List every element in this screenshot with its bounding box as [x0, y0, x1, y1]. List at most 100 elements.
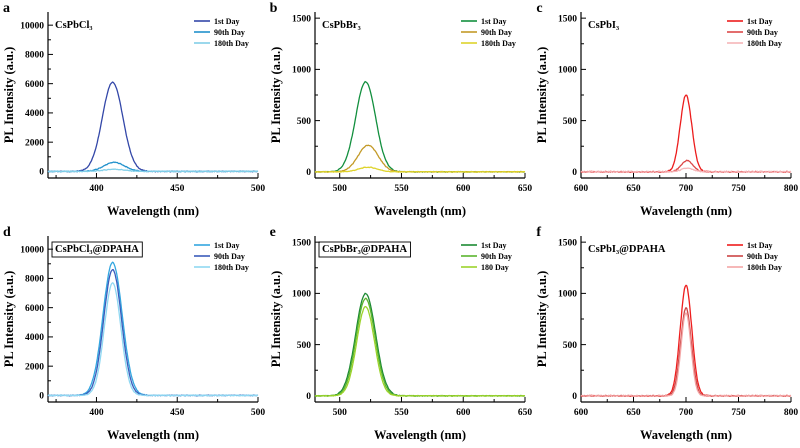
- curve-180th-day: [581, 312, 792, 397]
- x-tick-label: 450: [170, 408, 185, 418]
- x-tick-label: 800: [784, 408, 799, 418]
- chart-title: CsPbCl₃: [55, 20, 93, 31]
- x-tick-label: 600: [456, 408, 471, 418]
- chart-title-box: [51, 241, 143, 258]
- y-tick-label: 500: [296, 341, 311, 351]
- legend-label-1: 1st Day: [747, 17, 773, 26]
- curve-90th-day: [581, 159, 792, 174]
- y-tick-label: 8000: [25, 275, 44, 285]
- curve-180th-day: [314, 166, 525, 173]
- x-axis-label: Wavelength (nm): [640, 204, 732, 218]
- legend-label-3: 180th Day: [747, 39, 782, 48]
- legend-label-2: 90th Day: [481, 28, 512, 37]
- chart-title: CsPbCl₃@DPAHA: [55, 244, 139, 255]
- panel-f: f 600 650 700 750 800 0 500 1000 1500 Wavelength …: [533, 224, 800, 448]
- x-tick-label: 500: [332, 184, 347, 194]
- curve-180th-day: [47, 282, 258, 397]
- legend-label-1: 1st Day: [481, 17, 507, 26]
- y-tick-label: 1000: [558, 290, 577, 300]
- chart-cspbcl3-dpaha: 400 450 500 0 2000 4000 6000 8000 10000 Wavelengt…: [2, 236, 266, 442]
- y-tick-label: 2000: [25, 138, 44, 148]
- panel-d: d 400 450 500 0 2000 4000 6000 8000 10000 Wavelen…: [0, 224, 267, 448]
- x-tick-label: 750: [732, 408, 747, 418]
- panel-letter-d: d: [3, 225, 11, 240]
- panel-letter-c: c: [536, 1, 543, 16]
- chart-title: CsPbBr₃: [322, 20, 361, 31]
- x-tick-label: 600: [456, 184, 471, 194]
- x-tick-label: 400: [89, 408, 104, 418]
- y-tick-label: 1000: [292, 290, 311, 300]
- y-tick-label: 4000: [25, 333, 44, 343]
- x-tick-label: 700: [679, 408, 694, 418]
- legend-label-2: 90th Day: [747, 28, 778, 37]
- y-tick-label: 0: [573, 392, 578, 402]
- curve-1st-day: [580, 284, 792, 398]
- x-tick-label: 450: [170, 184, 185, 194]
- y-tick-label: 1500: [558, 14, 577, 24]
- chart-title: CsPbI₃: [588, 20, 619, 31]
- y-tick-label: 0: [573, 168, 578, 178]
- chart-title-box: [318, 241, 411, 258]
- legend-label-3: 180th Day: [214, 263, 249, 272]
- y-axis-label: PL Intensity (a.u.): [2, 271, 16, 368]
- curve-1st-day: [314, 80, 525, 173]
- x-tick-label: 550: [394, 408, 409, 418]
- x-tick-label: 600: [574, 408, 589, 418]
- x-tick-label: 800: [784, 184, 799, 194]
- curve-1st-day: [47, 261, 259, 397]
- x-axis-label: Wavelength (nm): [107, 204, 199, 218]
- chart-title: CsPbI₃@DPAHA: [588, 244, 666, 255]
- panel-a: a 400 450 500 0 2000 4000 6000 8000 10000 Wavelen…: [0, 0, 267, 224]
- x-tick-label: 500: [251, 408, 266, 418]
- x-axis-label: Wavelength (nm): [640, 428, 732, 442]
- y-tick-label: 10000: [20, 21, 44, 31]
- curve-1st-day: [314, 292, 525, 397]
- y-tick-label: 6000: [25, 304, 44, 314]
- panel-letter-b: b: [269, 1, 278, 16]
- x-tick-label: 650: [627, 184, 642, 194]
- legend-label-1: 1st Day: [214, 241, 240, 250]
- curve-90th-day: [581, 307, 792, 398]
- legend-label-2: 90th Day: [481, 252, 512, 261]
- chart-title: CsPbBr₃@DPAHA: [322, 244, 407, 255]
- y-axis-label: PL Intensity (a.u.): [269, 271, 283, 368]
- panel-b: b 500 550 600 650 0 500 1000 1500 Wavelength (nm…: [267, 0, 534, 224]
- legend-label-3: 180 Day: [481, 263, 509, 272]
- y-tick-label: 1000: [558, 66, 577, 76]
- x-tick-label: 500: [251, 184, 266, 194]
- legend-label-1: 1st Day: [481, 241, 507, 250]
- y-tick-label: 0: [39, 168, 44, 178]
- panel-e: e 500 550 600 650 0 500 1000 1500 Wavelength (nm…: [267, 224, 534, 448]
- chart-cspbcl3: 400 450 500 0 2000 4000 6000 8000 10000 Wavelengt…: [2, 12, 266, 218]
- y-tick-label: 2000: [25, 362, 44, 372]
- y-axis-label: PL Intensity (a.u.): [2, 47, 16, 144]
- x-axis-label: Wavelength (nm): [374, 428, 466, 442]
- x-axis-label: Wavelength (nm): [107, 428, 199, 442]
- chart-cspbi3-dpaha: 600 650 700 750 800 0 500 1000 1500 Wavelength (n…: [535, 236, 799, 442]
- x-tick-label: 650: [518, 408, 533, 418]
- y-tick-label: 6000: [25, 80, 44, 90]
- legend-label-2: 90th Day: [214, 252, 245, 261]
- y-tick-label: 1500: [558, 238, 577, 248]
- legend-label-3: 180th Day: [481, 39, 516, 48]
- curve-180th-day: [47, 168, 258, 173]
- panel-letter-e: e: [269, 225, 276, 240]
- y-tick-label: 1500: [292, 238, 311, 248]
- legend-label-2: 90th Day: [747, 252, 778, 261]
- y-tick-label: 1000: [292, 66, 311, 76]
- curve-180-day: [314, 305, 525, 397]
- panel-letter-a: a: [3, 1, 10, 16]
- legend-label-1: 1st Day: [747, 241, 773, 250]
- y-axis-label: PL Intensity (a.u.): [535, 271, 549, 368]
- y-axis-label: PL Intensity (a.u.): [535, 47, 549, 144]
- y-tick-label: 0: [306, 168, 311, 178]
- x-tick-label: 700: [679, 184, 694, 194]
- y-tick-label: 500: [563, 341, 578, 351]
- panel-letter-f: f: [536, 225, 541, 240]
- curve-90th-day: [48, 269, 259, 397]
- panel-c: c 600 650 700 750 800 0 500 1000 1500 Wavelength …: [533, 0, 800, 224]
- y-tick-label: 10000: [20, 245, 44, 255]
- y-tick-label: 500: [563, 117, 578, 127]
- legend-label-3: 180th Day: [214, 39, 249, 48]
